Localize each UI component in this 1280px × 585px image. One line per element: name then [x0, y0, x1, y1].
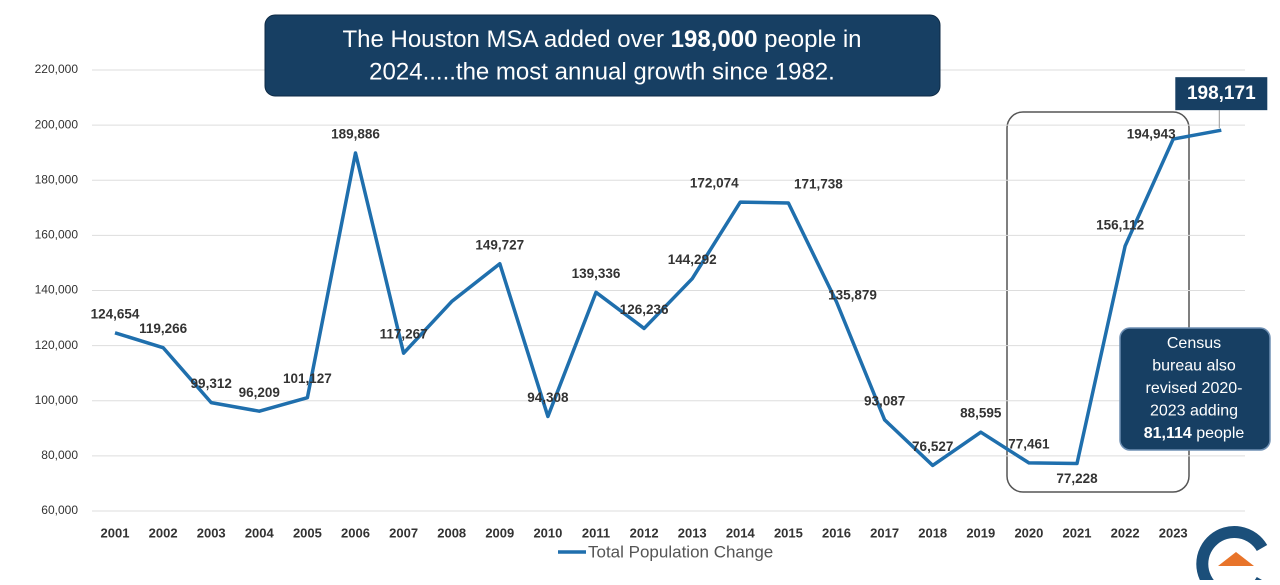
- data-label: 149,727: [475, 237, 524, 252]
- highlight-frame: [1006, 111, 1190, 493]
- x-tick-label: 2003: [197, 525, 226, 540]
- note-text: revised 2020-: [1146, 380, 1243, 397]
- data-label: 135,879: [828, 287, 877, 302]
- data-label: 117,267: [380, 327, 428, 342]
- logo: [1196, 526, 1268, 585]
- y-tick-label: 100,000: [35, 393, 79, 407]
- y-tick-label: 160,000: [35, 228, 79, 242]
- data-label: 189,886: [331, 127, 380, 142]
- x-tick-label: 2012: [630, 525, 659, 540]
- x-tick-label: 2006: [341, 525, 370, 540]
- x-tick-label: 2020: [1014, 525, 1043, 540]
- x-tick-label: 2022: [1111, 525, 1140, 540]
- headline: The Houston MSA added over 198,000 peopl…: [342, 26, 861, 53]
- x-tick-label: 2009: [485, 525, 514, 540]
- data-label: 156,112: [1096, 218, 1144, 233]
- value-box: [1175, 77, 1268, 111]
- data-label: 124,654: [91, 306, 140, 321]
- data-label: 88,595: [960, 406, 1002, 421]
- headline-bold: 198,000: [671, 26, 758, 53]
- y-tick-label: 120,000: [35, 338, 79, 352]
- x-tick-label: 2007: [389, 525, 418, 540]
- note-text: bureau also: [1152, 358, 1236, 375]
- x-tick-label: 2004: [245, 525, 275, 540]
- x-tick-label: 2015: [774, 525, 803, 540]
- note-text: people: [1192, 425, 1245, 442]
- y-tick-label: 60,000: [41, 503, 78, 517]
- data-label: 94,308: [527, 390, 569, 405]
- data-label: 101,127: [283, 371, 332, 386]
- data-label: 198,171: [1187, 83, 1256, 104]
- x-tick-label: 2021: [1063, 525, 1092, 540]
- x-tick-label: 2017: [870, 525, 899, 540]
- headline: 2024.....the most annual growth since 19…: [369, 58, 835, 85]
- x-tick-label: 2014: [726, 525, 756, 540]
- data-label: 119,266: [139, 321, 188, 336]
- x-tick-label: 2013: [678, 525, 707, 540]
- data-label: 76,527: [912, 439, 953, 454]
- x-tick-label: 2002: [149, 525, 178, 540]
- x-tick-label: 2001: [101, 525, 130, 540]
- x-tick-label: 2018: [918, 525, 947, 540]
- headline-box: [264, 14, 941, 97]
- data-label: 172,074: [690, 176, 739, 191]
- data-label: 139,336: [572, 266, 621, 281]
- data-label: 194,943: [1127, 127, 1176, 142]
- data-label: 96,209: [239, 385, 280, 400]
- x-tick-label: 2019: [966, 525, 995, 540]
- y-tick-label: 140,000: [35, 283, 79, 297]
- headline-text: people in: [757, 26, 861, 53]
- note-text: 2023 adding: [1150, 403, 1238, 420]
- x-tick-label: 2016: [822, 525, 851, 540]
- x-tick-label: 2010: [533, 525, 562, 540]
- y-tick-label: 80,000: [41, 448, 78, 462]
- data-label: 77,461: [1008, 436, 1050, 451]
- x-tick-label: 2011: [582, 525, 610, 540]
- data-label: 144,292: [668, 252, 717, 267]
- note-text: Census: [1167, 335, 1221, 352]
- y-tick-label: 200,000: [35, 117, 79, 131]
- x-tick-label: 2008: [437, 525, 466, 540]
- data-line: [114, 128, 1222, 468]
- headline-text: The Houston MSA added over: [342, 26, 670, 53]
- y-tick-label: 180,000: [35, 172, 79, 186]
- data-label: 126,236: [620, 302, 669, 317]
- x-tick-label: 2005: [293, 525, 322, 540]
- data-label: 99,312: [191, 376, 232, 391]
- data-label: 77,228: [1056, 471, 1098, 486]
- legend-label: Total Population Change: [588, 542, 773, 561]
- note-bold: 81,114: [1144, 425, 1192, 442]
- note-box: [1119, 327, 1271, 451]
- y-tick-label: 220,000: [35, 62, 79, 76]
- x-tick-label: 2023: [1159, 525, 1188, 540]
- data-label: 171,738: [794, 177, 843, 192]
- data-label: 93,087: [864, 393, 905, 408]
- note-text: 81,114 people: [1144, 425, 1245, 442]
